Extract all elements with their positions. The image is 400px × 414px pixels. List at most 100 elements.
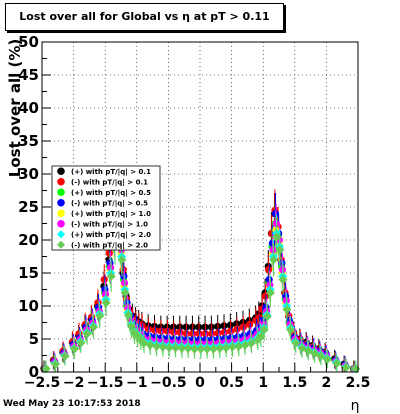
data-point — [291, 338, 301, 348]
data-point — [70, 344, 80, 354]
x-tick-label: 2.5 — [346, 375, 371, 391]
data-point — [120, 288, 130, 298]
data-point — [76, 338, 86, 348]
x-tick-label: −1 — [126, 375, 147, 391]
data-point — [126, 321, 136, 331]
legend-entry: (-) with pT/|q| > 2.0 — [57, 240, 148, 250]
y-tick-label: 40 — [18, 99, 39, 117]
x-tick-label: 2 — [322, 375, 332, 391]
legend-entry: (+) with pT/|q| > 0.1 — [57, 167, 151, 177]
legend-label: (-) with pT/|q| > 2.0 — [71, 241, 148, 250]
data-point — [101, 298, 111, 308]
legend-marker — [57, 188, 65, 197]
data-point — [322, 354, 332, 364]
data-point — [145, 340, 155, 350]
legend-marker — [57, 240, 65, 249]
data-point — [316, 351, 326, 361]
y-tick-label: 50 — [18, 33, 39, 51]
legend-entry: (-) with pT/|q| > 1.0 — [57, 219, 148, 229]
data-point — [177, 343, 187, 353]
series-markers — [41, 214, 361, 374]
legend: (+) with pT/|q| > 0.1(-) with pT/|q| > 0… — [51, 165, 161, 251]
data-point — [278, 275, 288, 285]
legend-label: (+) with pT/|q| > 1.0 — [71, 210, 151, 219]
data-point — [228, 342, 238, 352]
legend-marker — [57, 230, 65, 239]
data-markers — [40, 185, 361, 374]
legend-label: (+) with pT/|q| > 0.1 — [71, 168, 151, 177]
data-point — [60, 351, 70, 361]
legend-box — [51, 165, 161, 251]
y-axis-title: Lost over all (%) — [6, 39, 24, 177]
data-point — [117, 255, 127, 265]
data-point — [171, 343, 181, 353]
data-point — [183, 343, 193, 353]
x-axis-title: η — [351, 398, 360, 414]
data-point — [123, 310, 133, 320]
data-point — [82, 329, 92, 339]
data-point — [202, 344, 212, 354]
y-tick-label: 0 — [29, 363, 39, 381]
data-point — [196, 344, 206, 354]
x-tick-label: 1.5 — [282, 375, 307, 391]
data-point — [89, 322, 99, 332]
legend-label: (+) with pT/|q| > 0.5 — [71, 189, 151, 198]
y-tick-label: 35 — [18, 132, 39, 150]
data-point — [164, 343, 174, 353]
y-tick-label: 5 — [29, 330, 39, 348]
data-point — [332, 358, 342, 368]
data-point — [209, 344, 219, 354]
data-point — [275, 245, 285, 255]
legend-label: (-) with pT/|q| > 1.0 — [71, 220, 148, 229]
data-point — [215, 343, 225, 353]
x-tick-label: −0.5 — [150, 375, 187, 391]
y-tick-label: 45 — [18, 66, 39, 84]
y-tick-label: 25 — [18, 198, 39, 216]
data-point — [158, 342, 168, 352]
data-point — [265, 288, 275, 298]
legend-entry: (-) with pT/|q| > 0.5 — [57, 198, 148, 208]
data-point — [286, 325, 296, 335]
x-tick-label: 1 — [258, 375, 268, 391]
data-point — [106, 271, 116, 281]
legend-label: (-) with pT/|q| > 0.1 — [71, 178, 148, 187]
x-tick-label: 0 — [195, 375, 205, 391]
legend-entry: (-) with pT/|q| > 0.1 — [57, 177, 148, 187]
data-point — [51, 359, 61, 369]
y-tick-label: 15 — [18, 264, 39, 282]
data-point — [269, 255, 279, 265]
legend-entry: (+) with pT/|q| > 0.5 — [57, 188, 151, 198]
data-point — [272, 232, 282, 242]
data-point — [259, 325, 269, 335]
data-point — [341, 362, 351, 372]
legend-marker — [57, 167, 65, 176]
legend-marker — [57, 177, 65, 186]
data-point — [95, 311, 105, 321]
data-point — [190, 344, 200, 354]
legend-entry: (+) with pT/|q| > 2.0 — [57, 230, 151, 240]
x-tick-label: −1.5 — [87, 375, 124, 391]
y-tick-label: 10 — [18, 297, 39, 315]
axis-ticks: −2.5 −2 −1.5 −1 −0.5 0 0.5 1 1.5 2 2.5 0 5 10 15 20 25 30… — [18, 33, 370, 391]
data-point — [221, 343, 231, 353]
legend-marker — [57, 209, 65, 218]
x-tick-label: 0.5 — [219, 375, 244, 391]
x-tick-label: −2 — [63, 375, 84, 391]
chart-title: Lost over all for Global vs η at pT > 0.… — [5, 3, 284, 31]
data-point — [261, 292, 270, 300]
data-point — [41, 364, 51, 374]
y-tick-label: 20 — [18, 231, 39, 249]
data-point — [262, 312, 272, 322]
legend-marker — [57, 198, 65, 207]
y-tick-label: 30 — [18, 165, 39, 183]
legend-marker — [57, 219, 65, 228]
x-tick-label: −2.5 — [24, 375, 61, 391]
legend-entry: (+) with pT/|q| > 1.0 — [57, 209, 151, 219]
legend-label: (+) with pT/|q| > 2.0 — [71, 231, 151, 240]
data-point — [234, 341, 244, 351]
data-point — [247, 338, 257, 348]
data-point — [152, 341, 162, 351]
data-point — [282, 304, 292, 314]
legend-label: (-) with pT/|q| > 0.5 — [71, 199, 148, 208]
timestamp: Wed May 23 10:17:53 2018 — [3, 399, 141, 409]
